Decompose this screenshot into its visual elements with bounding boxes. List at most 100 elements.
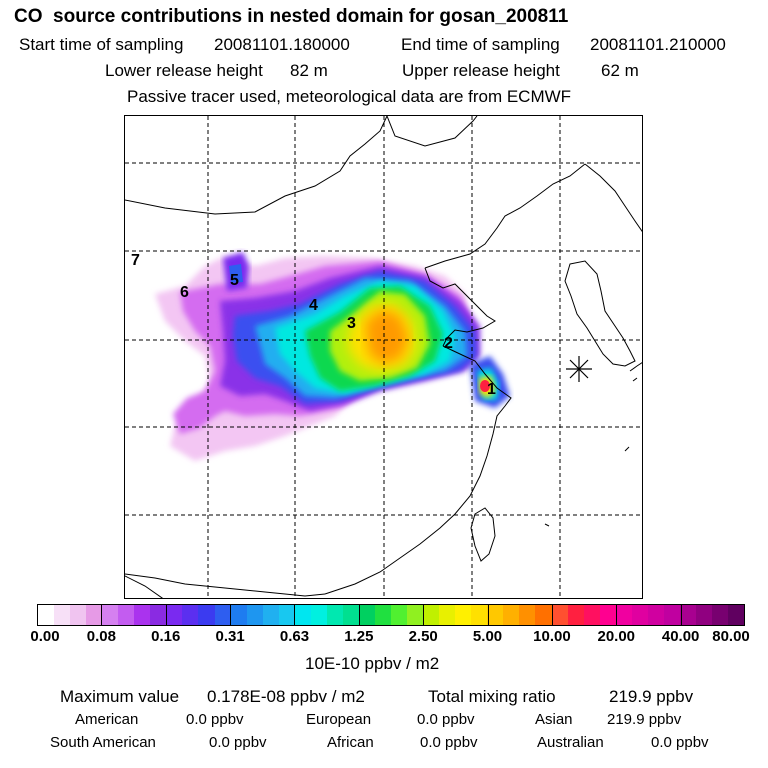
source-label-4: 4 xyxy=(309,297,318,314)
tracer-note: Passive tracer used, meteorological data… xyxy=(127,87,572,106)
region-value-american: 0.0 ppbv xyxy=(186,711,244,728)
colorbar-swatch xyxy=(423,605,440,625)
colorbar-tick-label: 80.00 xyxy=(712,628,750,645)
colorbar-tick-line xyxy=(487,604,489,626)
colorbar-swatch xyxy=(310,605,327,625)
colorbar-swatch xyxy=(407,605,424,625)
upper-height-label: Upper release height xyxy=(402,61,560,80)
upper-height-value: 62 m xyxy=(601,61,639,80)
colorbar-swatch xyxy=(679,605,696,625)
east-china-coast xyxy=(324,345,512,595)
korea-peninsula xyxy=(564,260,636,367)
coastlines xyxy=(125,116,642,598)
korea-north-coast xyxy=(584,163,642,232)
plume-orange xyxy=(365,309,409,364)
colorbar-swatch xyxy=(38,605,55,625)
colorbar-swatch xyxy=(663,605,680,625)
taiwan-island xyxy=(470,507,496,562)
end-time-label: End time of sampling xyxy=(401,35,560,54)
colorbar-swatch xyxy=(166,605,183,625)
colorbar-tick-label: 0.63 xyxy=(279,628,310,645)
colorbar-tick-line xyxy=(165,604,167,626)
colorbar-tick-line xyxy=(616,604,618,626)
japan-islands xyxy=(544,362,642,527)
colorbar-swatch xyxy=(631,605,648,625)
colorbar-swatch xyxy=(711,605,729,625)
source-label-3: 3 xyxy=(347,315,356,332)
colorbar-swatch xyxy=(342,605,359,625)
boundary-line-northeast xyxy=(386,116,478,147)
colorbar-swatch xyxy=(535,605,552,625)
colorbar-swatch xyxy=(358,605,375,625)
source-label-6: 6 xyxy=(180,284,189,301)
colorbar-tick-line xyxy=(358,604,360,626)
boundary-line-north xyxy=(125,116,388,215)
colorbar-swatch xyxy=(487,605,504,625)
colorbar-swatch xyxy=(567,605,584,625)
region-value-european: 0.0 ppbv xyxy=(417,711,475,728)
total-mixing-label: Total mixing ratio xyxy=(428,687,556,706)
colorbar-swatch xyxy=(118,605,135,625)
colorbar-swatch xyxy=(599,605,616,625)
region-name-south-american: South American xyxy=(50,734,156,751)
lower-height-value: 82 m xyxy=(290,61,328,80)
colorbar-tick-label: 5.00 xyxy=(472,628,503,645)
colorbar-swatch xyxy=(294,605,311,625)
colorbar-tick-label: 40.00 xyxy=(661,628,700,645)
start-time-value: 20081101.180000 xyxy=(214,35,350,54)
colorbar-tick-line xyxy=(294,604,296,626)
colorbar-swatch xyxy=(262,605,279,625)
colorbar-tick-line xyxy=(680,604,682,626)
colorbar-swatch xyxy=(439,605,456,625)
bohai-coast xyxy=(424,267,496,347)
colorbar-swatch xyxy=(391,605,408,625)
colorbar-tick-label: 0.08 xyxy=(86,628,116,645)
colorbar-tick-label: 0.16 xyxy=(151,628,181,645)
colorbar-swatch xyxy=(519,605,536,625)
colorbar-swatch xyxy=(503,605,520,625)
colorbar-tick-label: 1.25 xyxy=(344,628,374,645)
colorbar-swatch xyxy=(86,605,103,625)
colorbar-swatch xyxy=(615,605,632,625)
colorbar-tick-label: 0.31 xyxy=(215,628,245,645)
colorbar-tick-label: 10.00 xyxy=(533,628,571,645)
colorbar-swatch xyxy=(695,605,712,625)
colorbar-swatch xyxy=(54,605,71,625)
lower-height-label: Lower release height xyxy=(105,61,263,80)
colorbar-swatch xyxy=(230,605,247,625)
max-value-label: Maximum value xyxy=(60,687,180,706)
colorbar-tick-label: 2.50 xyxy=(408,628,438,645)
region-name-european: European xyxy=(306,711,372,728)
colorbar xyxy=(37,604,745,626)
source-label-7: 7 xyxy=(131,252,140,269)
colorbar-swatch xyxy=(471,605,488,625)
start-time-label: Start time of sampling xyxy=(19,35,184,54)
colorbar-swatch xyxy=(198,605,215,625)
colorbar-tick-line xyxy=(230,604,232,626)
colorbar-tick-line xyxy=(551,604,553,626)
colorbar-swatch xyxy=(150,605,167,625)
colorbar-swatch xyxy=(246,605,263,625)
colorbar-tick-line xyxy=(423,604,425,626)
plot-title: CO source contributions in nested domain… xyxy=(14,6,569,27)
region-name-asian: Asian xyxy=(535,711,573,728)
region-value-australian: 0.0 ppbv xyxy=(651,734,709,751)
colorbar-swatch xyxy=(728,605,745,625)
colorbar-swatch xyxy=(134,605,151,625)
region-value-african: 0.0 ppbv xyxy=(420,734,478,751)
plume-hotspot-red xyxy=(480,380,490,392)
receptor-marker-asterisk-star-icon xyxy=(566,356,592,382)
colorbar-swatch xyxy=(551,605,568,625)
colorbar-swatch xyxy=(374,605,392,625)
plume-blob5-inner xyxy=(229,264,243,283)
end-time-value: 20081101.210000 xyxy=(590,35,726,54)
total-mixing-value: 219.9 ppbv xyxy=(609,687,694,706)
colorbar-swatch xyxy=(102,605,119,625)
map-canvas: 1 2 3 4 5 6 7 xyxy=(125,116,642,598)
colorbar-swatch xyxy=(455,605,472,625)
colorbar-swatch xyxy=(583,605,600,625)
region-name-australian: Australian xyxy=(537,734,604,751)
region-value-south-american: 0.0 ppbv xyxy=(209,734,267,751)
max-value: 0.178E-08 ppbv / m2 xyxy=(207,687,365,706)
colorbar-tick-label: 0.00 xyxy=(30,628,60,645)
